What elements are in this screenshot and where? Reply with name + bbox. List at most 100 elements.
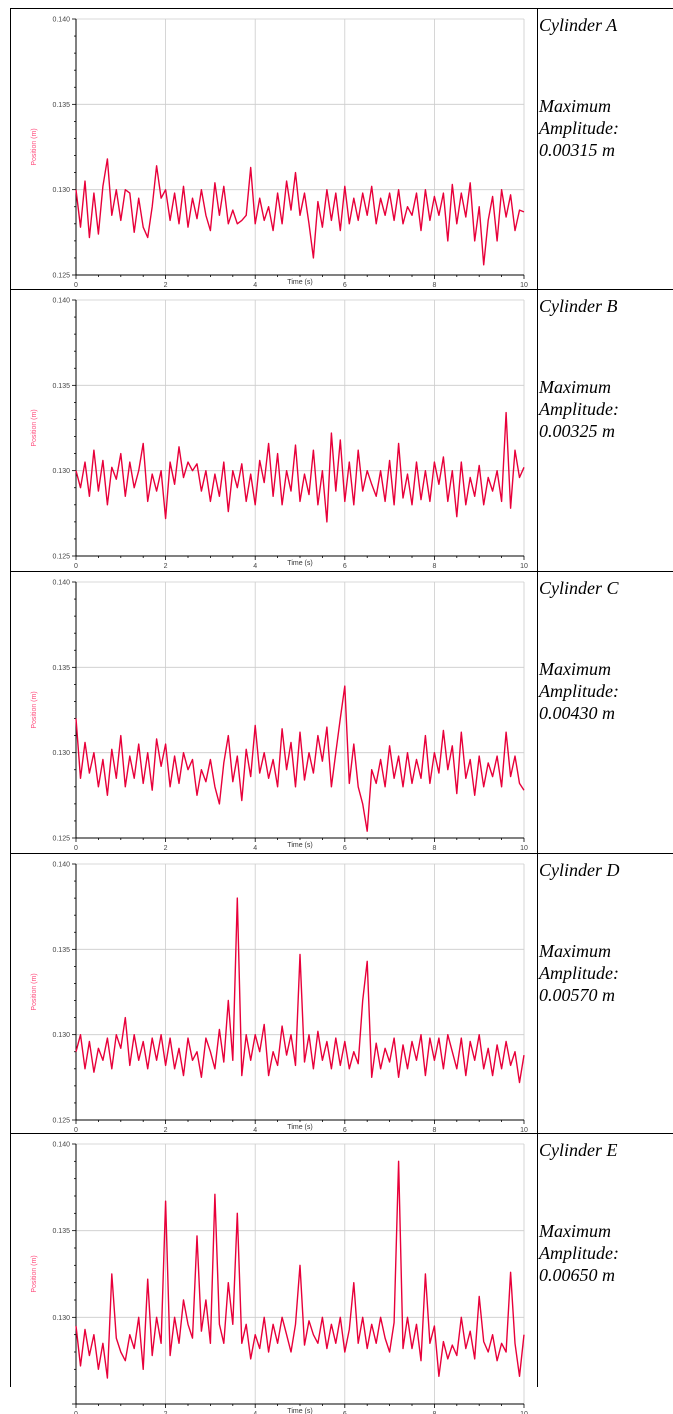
table-row-divider: [10, 1133, 673, 1134]
y-tick-label: 0.140: [52, 862, 70, 869]
cylinder-name: Cylinder D: [539, 860, 620, 880]
y-tick-label: 0.140: [52, 580, 70, 587]
amplitude-value: 0.00325 m: [539, 421, 615, 441]
label-cell: Cylinder D Maximum Amplitude: 0.00570 m: [539, 854, 669, 1134]
x-tick-label: 4: [253, 1127, 257, 1134]
x-axis-label: Time (s): [287, 1408, 312, 1414]
y-tick-label: 0.140: [52, 17, 70, 24]
x-tick-label: 6: [343, 1127, 347, 1134]
y-tick-label: 0.125: [52, 554, 70, 561]
y-tick-label: 0.125: [52, 1118, 70, 1125]
y-tick-label: 0.130: [52, 468, 70, 475]
y-tick-label: 0.125: [52, 836, 70, 843]
x-tick-label: 4: [253, 282, 257, 289]
amplitude-label-2: Amplitude:: [539, 399, 619, 419]
x-tick-label: 2: [164, 282, 168, 289]
chart-cell: 0 2 4 6 8 10 0.125 0.130 0.135 0.140 Time (s) Posit…: [12, 9, 536, 290]
x-axis-label: Time (s): [287, 560, 312, 567]
y-axis-label: Position (m): [31, 409, 38, 446]
amplitude-label-2: Amplitude:: [539, 963, 619, 983]
amplitude-value: 0.00430 m: [539, 703, 615, 723]
position-series-line: [75, 685, 525, 832]
table-column-divider: [537, 8, 538, 1387]
amplitude-label-2: Amplitude:: [539, 1243, 619, 1263]
amplitude-value: 0.00570 m: [539, 985, 615, 1005]
amplitude-value: 0.00315 m: [539, 140, 615, 160]
x-axis-label: Time (s): [287, 842, 312, 849]
x-axis-label: Time (s): [287, 279, 312, 286]
y-axis-label: Position (m): [31, 1255, 38, 1292]
cylinder-name: Cylinder C: [539, 578, 619, 598]
table-row-divider: [10, 571, 673, 572]
amplitude-block: Maximum Amplitude: 0.00650 m: [539, 1220, 619, 1286]
amplitude-block: Maximum Amplitude: 0.00430 m: [539, 658, 619, 724]
table-border-left: [10, 8, 11, 1387]
x-tick-label: 8: [432, 282, 436, 289]
x-tick-label: 2: [164, 563, 168, 570]
y-tick-label: 0.130: [52, 1315, 70, 1322]
x-tick-label: 8: [432, 845, 436, 852]
x-tick-label: 0: [74, 845, 78, 852]
amplitude-label: Maximum: [539, 96, 611, 116]
x-tick-label: 0: [74, 282, 78, 289]
cylinder-name: Cylinder B: [539, 296, 618, 316]
label-cell: Cylinder C Maximum Amplitude: 0.00430 m: [539, 572, 669, 852]
x-tick-label: 4: [253, 563, 257, 570]
position-time-chart: 0 2 4 6 8 10 0.125 0.130 0.135 0.140 Time (s) Posit…: [31, 862, 528, 1135]
y-tick-label: 0.135: [52, 102, 70, 109]
chart-cell: 0 2 4 6 8 10 0.125 0.130 0.135 0.140 Time (s) Posit…: [12, 290, 536, 571]
position-series-line: [75, 158, 525, 266]
position-series-line: [75, 1160, 525, 1379]
x-tick-label: 10: [520, 1127, 528, 1134]
y-tick-label: 0.140: [52, 1142, 70, 1149]
x-tick-label: 2: [164, 1127, 168, 1134]
y-tick-label: 0.130: [52, 750, 70, 757]
amplitude-label-2: Amplitude:: [539, 681, 619, 701]
y-axis-label: Position (m): [31, 691, 38, 728]
y-tick-label: 0.130: [52, 187, 70, 194]
y-tick-label: 0.135: [52, 947, 70, 954]
label-cell: Cylinder B Maximum Amplitude: 0.00325 m: [539, 290, 669, 570]
x-tick-label: 4: [253, 845, 257, 852]
position-time-chart: 0 2 4 6 8 10 0.125 0.130 0.135 0.140 Time (s) Posit…: [31, 580, 528, 853]
y-tick-label: 0.140: [52, 298, 70, 305]
amplitude-value: 0.00650 m: [539, 1265, 615, 1285]
label-cell: Cylinder A Maximum Amplitude: 0.00315 m: [539, 9, 669, 289]
chart-cell: 0 2 4 6 8 10 0.125 0.130 0.135 0.140 Time (s) Posit…: [12, 854, 536, 1135]
table-border-top: [10, 8, 673, 9]
table-row-divider: [10, 853, 673, 854]
chart-cell: 0 2 4 6 8 10 0.125 0.130 0.135 0.140 Time (s) Posit…: [12, 572, 536, 853]
y-tick-label: 0.135: [52, 383, 70, 390]
position-series-line: [75, 411, 525, 523]
x-tick-label: 10: [520, 282, 528, 289]
y-tick-label: 0.135: [52, 665, 70, 672]
y-tick-label: 0.125: [52, 273, 70, 280]
position-time-chart: 0 2 4 6 8 10 0.125 0.130 0.135 0.140 Time (s) Posit…: [31, 17, 528, 290]
position-series-line: [75, 897, 525, 1084]
y-axis-label: Position (m): [31, 973, 38, 1010]
x-tick-label: 10: [520, 563, 528, 570]
x-tick-label: 6: [343, 282, 347, 289]
position-time-chart: 0 2 4 6 8 10 0.125 0.130 0.135 0.140 Time (s) Posit…: [31, 298, 528, 571]
cylinder-name: Cylinder E: [539, 1140, 618, 1160]
y-axis-label: Position (m): [31, 128, 38, 165]
y-tick-label: 0.130: [52, 1032, 70, 1039]
amplitude-label: Maximum: [539, 659, 611, 679]
amplitude-label-2: Amplitude:: [539, 118, 619, 138]
amplitude-block: Maximum Amplitude: 0.00570 m: [539, 940, 619, 1006]
label-cell: Cylinder E Maximum Amplitude: 0.00650 m: [539, 1134, 669, 1414]
amplitude-label: Maximum: [539, 1221, 611, 1241]
x-tick-label: 0: [74, 563, 78, 570]
amplitude-label: Maximum: [539, 377, 611, 397]
x-axis-label: Time (s): [287, 1124, 312, 1131]
x-tick-label: 8: [432, 563, 436, 570]
amplitude-label: Maximum: [539, 941, 611, 961]
x-tick-label: 6: [343, 563, 347, 570]
amplitude-block: Maximum Amplitude: 0.00325 m: [539, 376, 619, 442]
amplitude-block: Maximum Amplitude: 0.00315 m: [539, 95, 619, 161]
table-row-divider: [10, 289, 673, 290]
x-tick-label: 2: [164, 845, 168, 852]
